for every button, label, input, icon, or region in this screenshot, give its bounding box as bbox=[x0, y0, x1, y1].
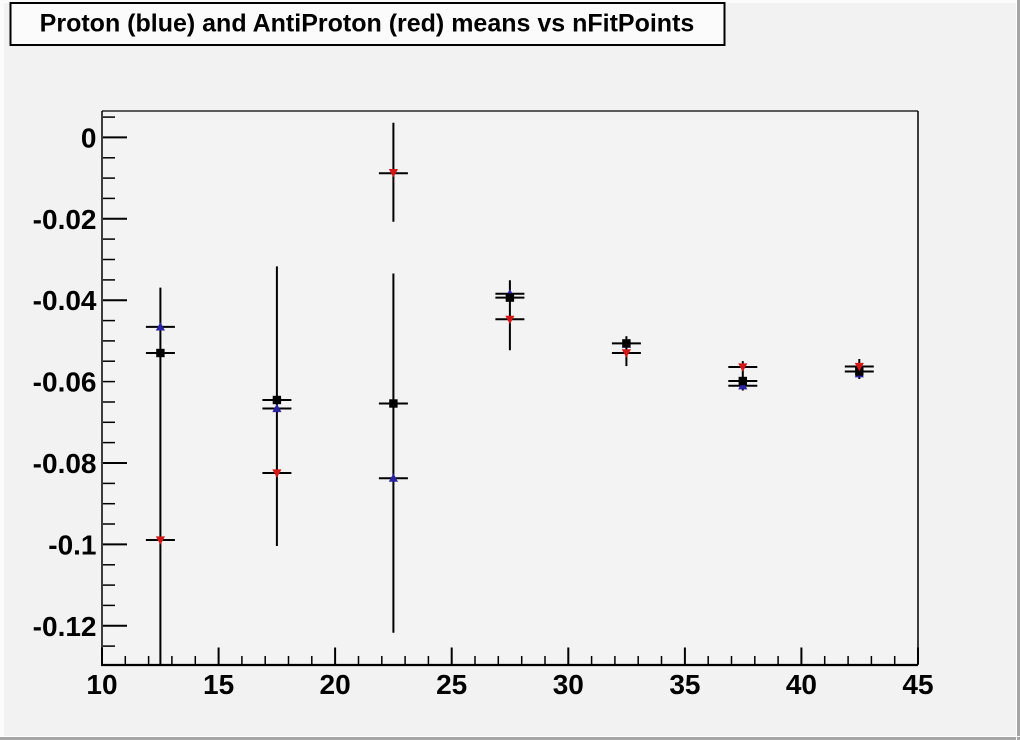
svg-text:-0.12: -0.12 bbox=[33, 611, 97, 642]
svg-text:25: 25 bbox=[436, 669, 467, 700]
svg-text:35: 35 bbox=[669, 669, 700, 700]
svg-text:0: 0 bbox=[81, 122, 97, 153]
svg-text:40: 40 bbox=[786, 669, 817, 700]
svg-text:30: 30 bbox=[553, 669, 584, 700]
svg-text:15: 15 bbox=[203, 669, 234, 700]
svg-text:Proton (blue) and AntiProton (: Proton (blue) and AntiProton (red) means… bbox=[40, 10, 695, 38]
svg-text:-0.02: -0.02 bbox=[33, 204, 97, 235]
svg-text:45: 45 bbox=[902, 669, 933, 700]
svg-text:-0.04: -0.04 bbox=[33, 285, 97, 316]
svg-text:-0.1: -0.1 bbox=[48, 529, 96, 560]
svg-text:20: 20 bbox=[320, 669, 351, 700]
svg-text:-0.08: -0.08 bbox=[33, 448, 97, 479]
svg-text:-0.06: -0.06 bbox=[33, 367, 97, 398]
svg-text:10: 10 bbox=[86, 669, 117, 700]
